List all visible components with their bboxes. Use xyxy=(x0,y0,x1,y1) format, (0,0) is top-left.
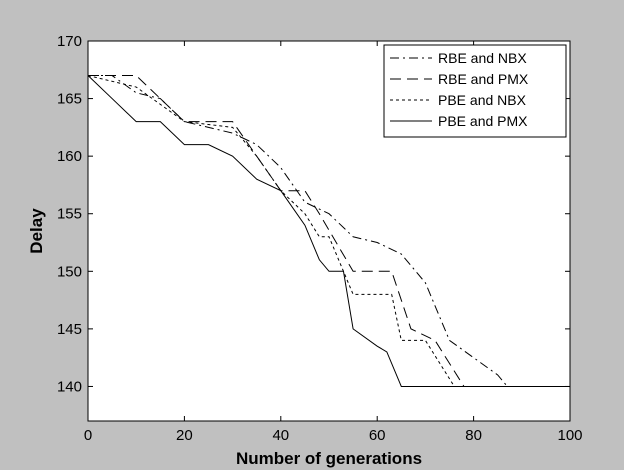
y-tick-label: 155 xyxy=(57,206,82,223)
x-tick-label: 20 xyxy=(176,427,193,444)
series-line-pbe-and-nbx xyxy=(87,75,570,387)
x-tick-label: 100 xyxy=(557,427,582,444)
series-line-pbe-and-pmx xyxy=(87,75,570,387)
y-tick-label: 145 xyxy=(57,321,82,338)
series-layer xyxy=(87,75,570,387)
x-axis-label: Number of generations xyxy=(236,449,422,468)
y-tick-label: 170 xyxy=(57,33,82,50)
y-tick-label: 150 xyxy=(57,263,82,280)
y-tick-label: 165 xyxy=(57,91,82,108)
x-tick-label: 60 xyxy=(369,427,386,444)
series-line-rbe-and-nbx xyxy=(88,75,508,387)
legend-label-rbe-pmx: RBE and PMX xyxy=(438,71,529,87)
y-axis-label: Delay xyxy=(27,208,46,254)
y-tick-label: 140 xyxy=(57,378,82,395)
x-tick-label: 0 xyxy=(84,427,92,444)
legend-label-pbe-pmx: PBE and PMX xyxy=(438,113,528,129)
y-tick-label: 160 xyxy=(57,148,82,165)
x-tick-label: 80 xyxy=(465,427,482,444)
legend-label-pbe-nbx: PBE and NBX xyxy=(438,92,527,108)
series-line-rbe-and-pmx xyxy=(88,75,570,387)
x-tick-label: 40 xyxy=(272,427,289,444)
legend-label-rbe-nbx: RBE and NBX xyxy=(438,50,527,66)
y-axis: 140 145 150 155 160 165 170 xyxy=(57,33,570,395)
legend-box xyxy=(383,44,567,138)
legend: RBE and NBX RBE and PMX PBE and NBX PBE … xyxy=(383,44,567,138)
